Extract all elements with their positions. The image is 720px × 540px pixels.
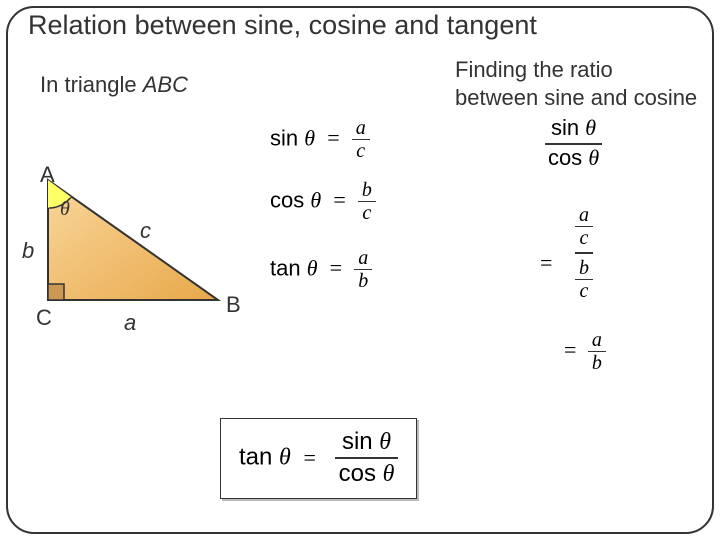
cos-theta-bot: cos θ xyxy=(545,145,602,171)
num-a: a xyxy=(352,118,370,140)
frac-a-over-b: a b xyxy=(354,248,372,291)
finding-line-1: Finding the ratio xyxy=(455,56,697,84)
box-cos: cos xyxy=(339,460,376,487)
frac-a-over-b-2: a b xyxy=(588,330,606,373)
triangle-name: ABC xyxy=(143,72,188,97)
sin-over-cos-frac: sin θ cos θ xyxy=(545,115,602,171)
theta-tan: θ xyxy=(307,255,318,280)
vertex-c: C xyxy=(36,305,52,331)
cf-c2: c xyxy=(575,280,593,301)
angle-theta: θ xyxy=(60,198,70,221)
triangle-shape xyxy=(48,180,218,300)
side-c: c xyxy=(140,218,151,244)
sin-theta-top: sin θ xyxy=(545,115,602,145)
tan-label: tan xyxy=(270,255,301,280)
theta-sin: θ xyxy=(304,125,315,150)
eq-tan: = xyxy=(330,255,342,281)
cf-a: a xyxy=(575,205,593,227)
theta-bot: θ xyxy=(588,145,599,170)
cos-equation: cos θ = b c xyxy=(270,180,376,223)
subtitle-text: In triangle xyxy=(40,72,143,97)
box-theta-t: θ xyxy=(379,429,391,455)
cf-b: b xyxy=(575,258,593,280)
sin-label: sin xyxy=(270,125,298,150)
box-theta-b: θ xyxy=(383,461,395,487)
cos-label: cos xyxy=(270,187,304,212)
box-top: sin θ xyxy=(335,429,399,459)
top-frac: a c xyxy=(575,205,593,248)
subtitle: In triangle ABC xyxy=(40,72,188,98)
eq-cos: = xyxy=(333,187,345,213)
finding-text: Finding the ratio between sine and cosin… xyxy=(455,56,697,111)
num-a2: a xyxy=(354,248,372,270)
box-sin: sin xyxy=(342,428,373,455)
theta-box: θ xyxy=(279,445,291,471)
cos-label-2: cos xyxy=(548,145,582,170)
finding-line-2: between sine and cosine xyxy=(455,84,697,112)
triangle-diagram: A C B b a c θ xyxy=(28,170,248,350)
frac-b-over-c: b c xyxy=(358,180,376,223)
den-c2: c xyxy=(358,202,376,223)
ab-result: = a b xyxy=(558,330,606,373)
box-bot: cos θ xyxy=(335,459,399,487)
theta-top: θ xyxy=(585,115,596,140)
cf-c1: c xyxy=(575,227,593,248)
side-a: a xyxy=(124,310,136,336)
den-b: b xyxy=(354,270,372,291)
result-box: tan θ = sin θ cos θ xyxy=(220,418,417,499)
bot-frac: b c xyxy=(575,258,593,301)
vertex-b: B xyxy=(226,292,241,318)
theta-cos: θ xyxy=(310,187,321,212)
frac-a-over-c: a c xyxy=(352,118,370,161)
eq-box: = xyxy=(304,445,316,471)
eq-result: = xyxy=(564,337,576,363)
side-b: b xyxy=(22,238,34,264)
res-b: b xyxy=(588,352,606,373)
mid-equals: = xyxy=(540,250,552,276)
vertex-a: A xyxy=(40,162,55,188)
slide-title: Relation between sine, cosine and tangen… xyxy=(28,10,537,41)
sin-equation: sin θ = a c xyxy=(270,118,370,161)
compound-fraction: a c b c xyxy=(575,205,593,301)
triangle-svg xyxy=(28,170,248,350)
eq-sin: = xyxy=(327,125,339,151)
tan-equation: tan θ = a b xyxy=(270,248,372,291)
tan-label-box: tan xyxy=(239,444,272,471)
den-c: c xyxy=(352,140,370,161)
right-angle-icon xyxy=(48,284,64,300)
res-a: a xyxy=(588,330,606,352)
sin-label-2: sin xyxy=(551,115,579,140)
box-fraction: sin θ cos θ xyxy=(335,429,399,488)
compound-divider xyxy=(575,252,593,254)
num-b: b xyxy=(358,180,376,202)
